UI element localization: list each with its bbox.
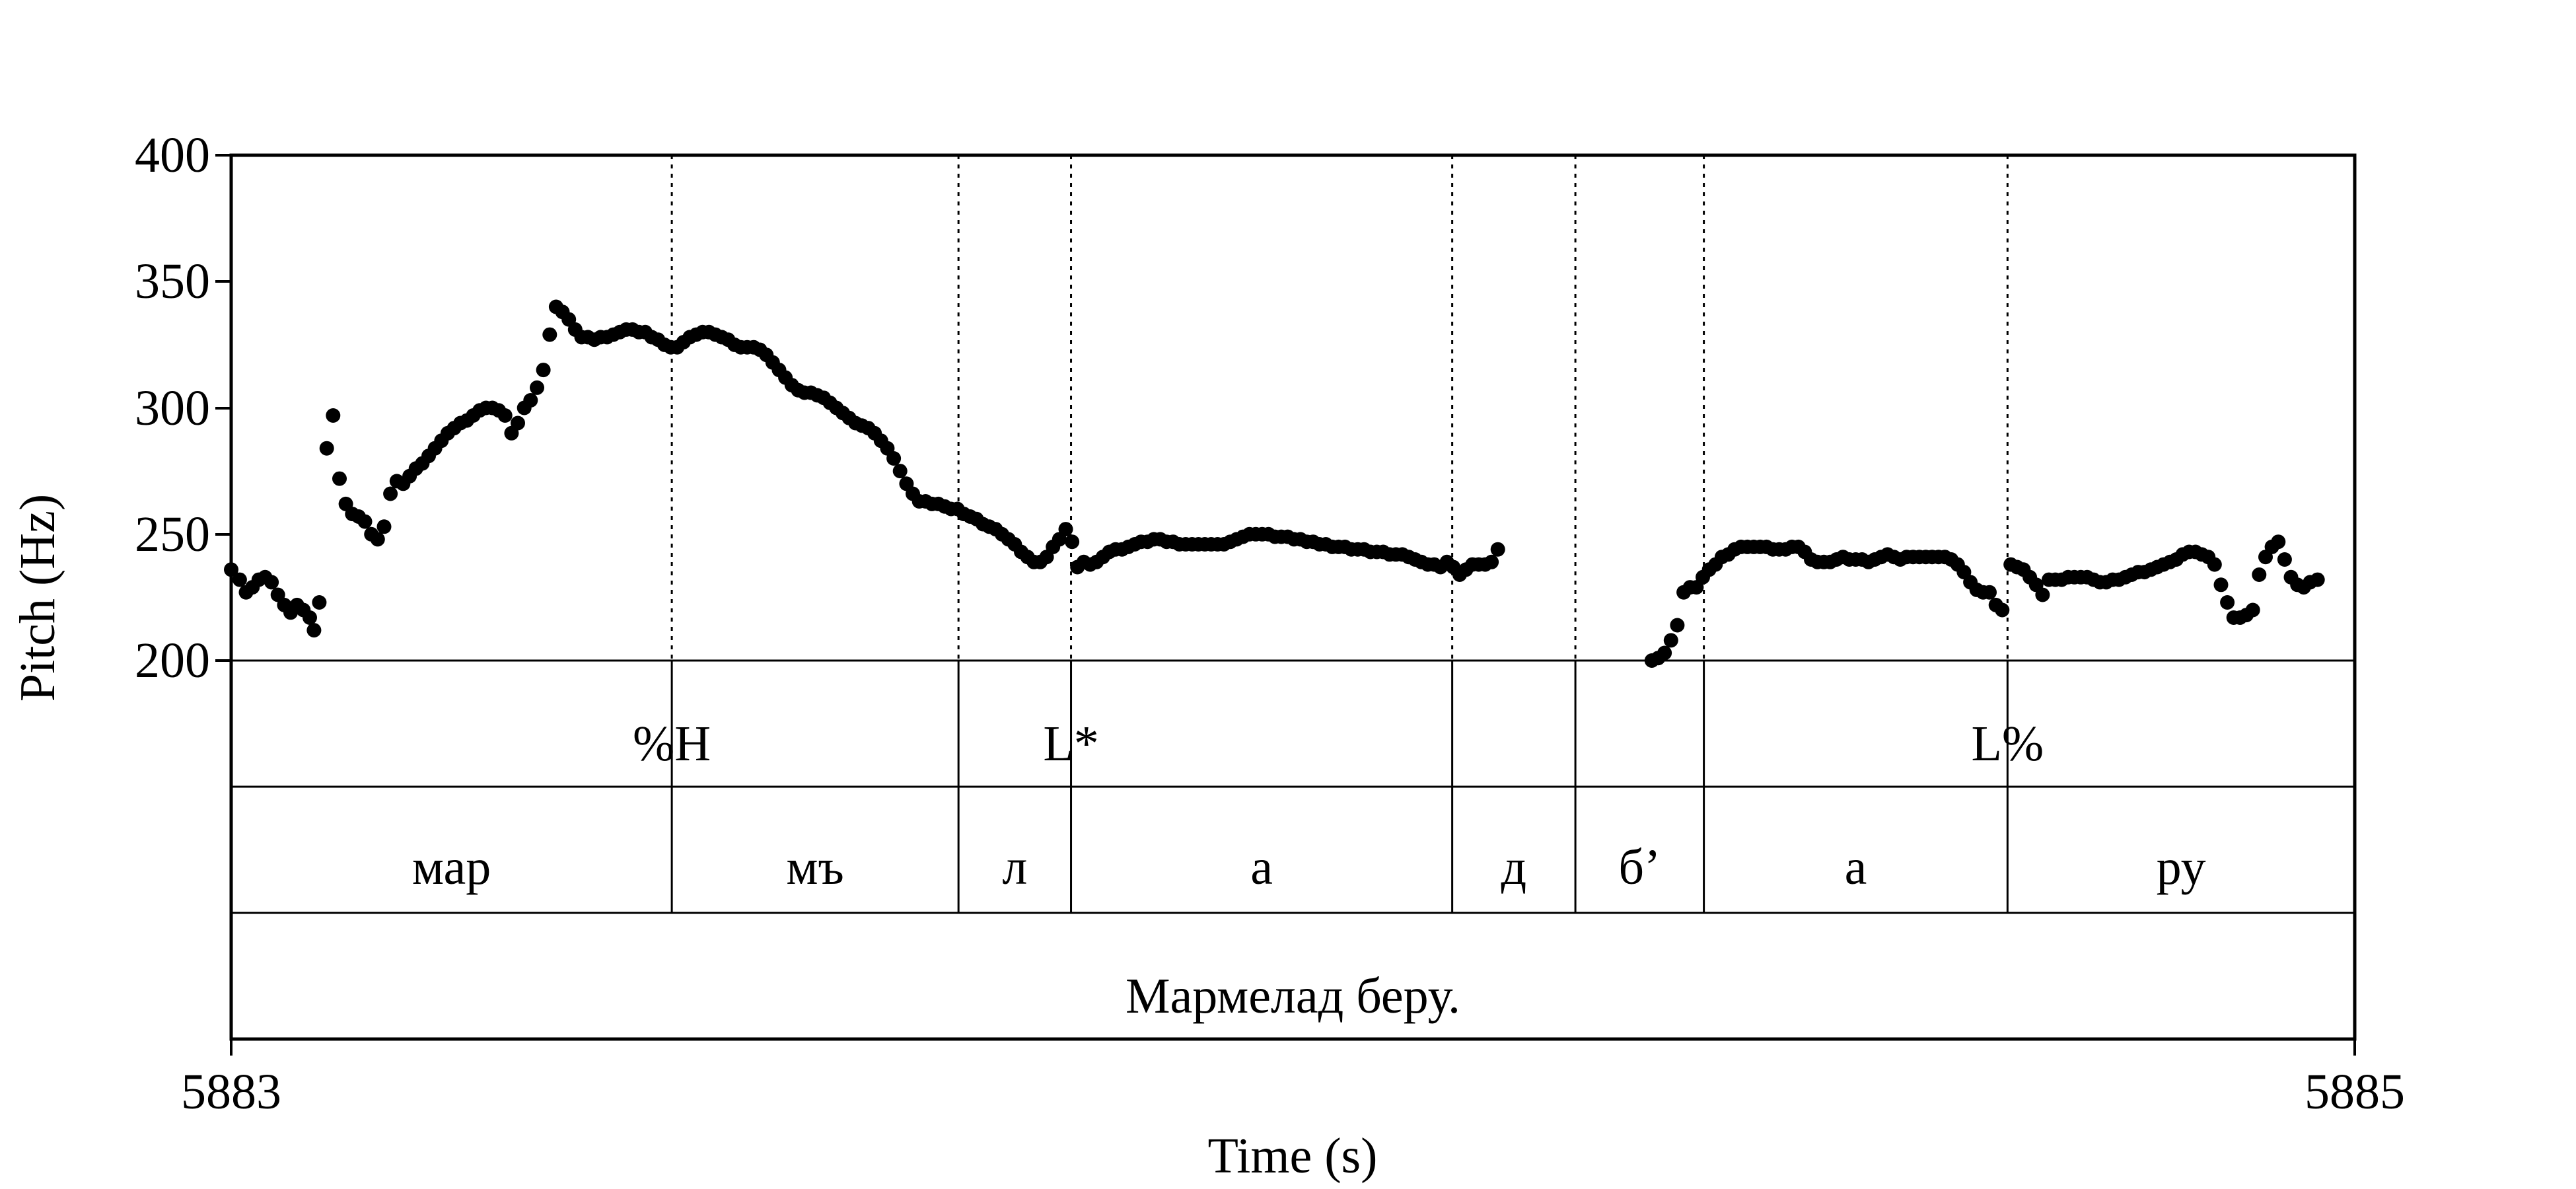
- pitch-point: [530, 380, 544, 395]
- pitch-point: [2277, 552, 2292, 567]
- pitch-point: [306, 623, 322, 638]
- pitch-point: [523, 393, 538, 408]
- pitch-point: [2220, 595, 2235, 610]
- sentence-label: Мармелад беру.: [1126, 968, 1460, 1024]
- pitch-point: [511, 415, 525, 431]
- pitch-point: [312, 595, 327, 610]
- x-tick-label: 5883: [181, 1064, 281, 1120]
- y-tick-label: 250: [135, 507, 210, 562]
- pitch-point: [303, 610, 317, 625]
- pitch-point: [1995, 602, 2010, 618]
- pitch-point: [2271, 534, 2286, 550]
- syllable-label: л: [1002, 840, 1027, 895]
- pitch-point: [497, 408, 513, 423]
- pitch-point: [536, 363, 551, 378]
- x-tick-label: 5885: [2305, 1064, 2405, 1120]
- pitch-point: [2213, 577, 2229, 593]
- pitch-point: [1663, 633, 1678, 648]
- pitch-point: [2310, 572, 2325, 587]
- pitch-point: [1484, 554, 1499, 569]
- interval-boundaries: [670, 155, 2009, 913]
- pitch-point: [1058, 522, 1073, 537]
- y-tick-label: 200: [135, 633, 210, 688]
- tone-label: %H: [633, 716, 711, 772]
- pitch-point: [892, 464, 908, 479]
- pitch-point: [2252, 567, 2267, 582]
- y-tick-label: 350: [135, 254, 210, 309]
- pitch-point: [332, 471, 347, 486]
- x-axis-title: Time (s): [1208, 1128, 1378, 1184]
- pitch-point: [383, 486, 398, 501]
- pitch-point: [357, 514, 373, 529]
- pitch-point: [326, 408, 341, 423]
- syllable-label: б’: [1618, 840, 1661, 895]
- pitch-point: [232, 572, 247, 587]
- pitch-point: [319, 441, 334, 456]
- tone-label: L*: [1043, 716, 1098, 772]
- pitch-point: [1065, 534, 1080, 550]
- pitch-point: [1982, 585, 1997, 600]
- y-tick-label: 400: [135, 127, 210, 183]
- pitch-point: [1670, 618, 1685, 633]
- pitch-point: [542, 327, 557, 342]
- pitch-point: [376, 519, 392, 534]
- pitch-point: [2245, 602, 2260, 618]
- syllable-label: мъ: [786, 840, 843, 895]
- syllable-label: а: [1845, 840, 1867, 895]
- pitch-point: [1657, 645, 1672, 661]
- pitch-point: [1490, 542, 1505, 557]
- pitch-point: [264, 575, 279, 590]
- pitch-points: [224, 299, 2325, 668]
- pitch-point: [2035, 587, 2050, 602]
- syllable-label: ру: [2157, 840, 2206, 895]
- plot-frame: [229, 153, 2357, 1041]
- syllable-label: а: [1250, 840, 1273, 895]
- y-tick-label: 300: [135, 380, 210, 436]
- syllable-label: д: [1501, 840, 1527, 895]
- pitch-point: [886, 451, 902, 466]
- pitch-point: [370, 532, 385, 547]
- tone-label: L%: [1971, 716, 2044, 772]
- pitch-point: [2207, 557, 2222, 572]
- syllable-label: мар: [412, 840, 491, 895]
- y-axis-title: Pitch (Hz): [10, 494, 65, 702]
